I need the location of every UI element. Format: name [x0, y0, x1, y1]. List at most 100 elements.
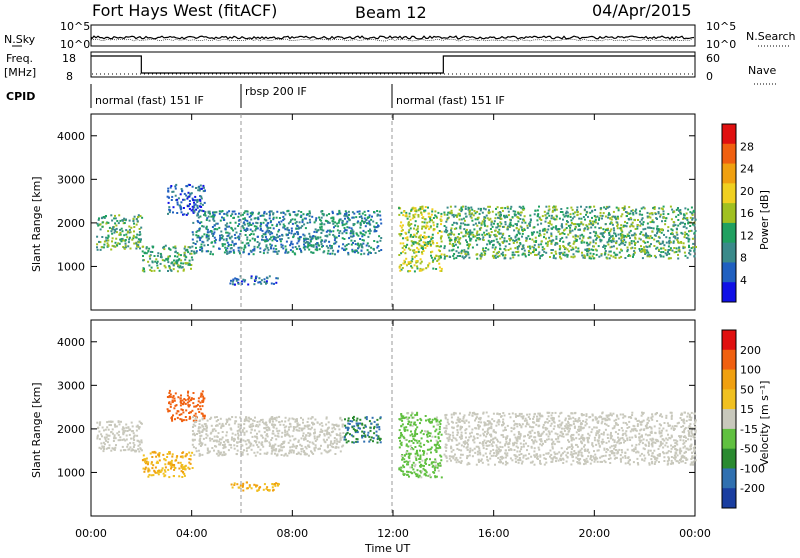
scatter-cell	[266, 453, 268, 455]
scatter-cell	[373, 249, 375, 251]
scatter-cell	[492, 247, 494, 249]
scatter-cell	[327, 444, 329, 446]
scatter-cell	[168, 206, 170, 208]
scatter-cell	[437, 463, 439, 465]
scatter-cell	[211, 242, 213, 244]
scatter-cell	[620, 215, 622, 217]
scatter-cell	[242, 486, 244, 488]
scatter-cell	[186, 249, 188, 251]
scatter-cell	[565, 215, 567, 217]
scatter-cell	[539, 218, 541, 220]
scatter-cell	[273, 238, 275, 240]
scatter-cell	[431, 421, 433, 423]
scatter-cell	[522, 209, 524, 211]
station-title: Fort Hays West (fitACF)	[92, 1, 277, 20]
scatter-cell	[189, 260, 191, 262]
scatter-cell	[552, 249, 554, 251]
scatter-cell	[603, 245, 605, 247]
scatter-cell	[529, 238, 531, 240]
scatter-cell	[493, 223, 495, 225]
scatter-cell	[463, 228, 465, 230]
scatter-cell	[372, 440, 374, 442]
scatter-cell	[560, 208, 562, 210]
scatter-cell	[654, 234, 656, 236]
scatter-cell	[431, 240, 433, 242]
scatter-cell	[675, 216, 677, 218]
scatter-cell	[237, 216, 239, 218]
scatter-cell	[288, 452, 290, 454]
scatter-cell	[219, 423, 221, 425]
scatter-cell	[203, 244, 205, 246]
scatter-cell	[360, 253, 362, 255]
scatter-cell	[169, 390, 171, 392]
scatter-cell	[549, 240, 551, 242]
scatter-cell	[268, 249, 270, 251]
scatter-cell	[324, 435, 326, 437]
scatter-cell	[417, 214, 419, 216]
scatter-cell	[228, 210, 230, 212]
scatter-cell	[293, 211, 295, 213]
scatter-cell	[338, 246, 340, 248]
scatter-cell	[420, 464, 422, 466]
scatter-cell	[175, 261, 177, 263]
scatter-cell	[357, 252, 359, 254]
scatter-cell	[437, 223, 439, 225]
scatter-cell	[131, 430, 133, 432]
scatter-cell	[244, 229, 246, 231]
scatter-cell	[195, 447, 197, 449]
scatter-cell	[174, 418, 176, 420]
scatter-cell	[411, 240, 413, 242]
scatter-cell	[575, 247, 577, 249]
scatter-cell	[255, 279, 257, 281]
scatter-cell	[661, 228, 663, 230]
scatter-cell	[403, 260, 405, 262]
scatter-cell	[448, 423, 450, 425]
scatter-cell	[436, 260, 438, 262]
scatter-cell	[298, 210, 300, 212]
scatter-cell	[200, 185, 202, 187]
scatter-cell	[518, 229, 520, 231]
scatter-cell	[361, 246, 363, 248]
scatter-cell	[352, 417, 354, 419]
scatter-cell	[487, 217, 489, 219]
scatter-cell	[412, 417, 414, 419]
scatter-cell	[424, 218, 426, 220]
scatter-cell	[287, 227, 289, 229]
scatter-cell	[516, 227, 518, 229]
scatter-cell	[361, 235, 363, 237]
scatter-cell	[289, 440, 291, 442]
scatter-cell	[468, 414, 470, 416]
scatter-cell	[319, 223, 321, 225]
scatter-cell	[268, 427, 270, 429]
scatter-cell	[450, 234, 452, 236]
scatter-cell	[242, 214, 244, 216]
scatter-cell	[300, 227, 302, 229]
scatter-cell	[373, 211, 375, 213]
scatter-cell	[209, 440, 211, 442]
scatter-cell	[130, 248, 132, 250]
scatter-cell	[455, 257, 457, 259]
scatter-cell	[172, 453, 174, 455]
scatter-cell	[591, 217, 593, 219]
scatter-cell	[319, 434, 321, 436]
scatter-cell	[452, 224, 454, 226]
scatter-cell	[254, 417, 256, 419]
colorbar-swatch	[722, 144, 736, 164]
scatter-cell	[174, 251, 176, 253]
scatter-cell	[510, 206, 512, 208]
scatter-cell	[228, 449, 230, 451]
scatter-cell	[250, 418, 252, 420]
scatter-cell	[100, 228, 102, 230]
scatter-cell	[219, 210, 221, 212]
scatter-cell	[423, 268, 425, 270]
scatter-cell	[296, 418, 298, 420]
scatter-cell	[674, 251, 676, 253]
scatter-cell	[672, 229, 674, 231]
scatter-cell	[631, 234, 633, 236]
scatter-cell	[300, 211, 302, 213]
scatter-cell	[451, 210, 453, 212]
scatter-cell	[214, 228, 216, 230]
scatter-cell	[234, 237, 236, 239]
scatter-cell	[379, 211, 381, 213]
scatter-cell	[263, 233, 265, 235]
